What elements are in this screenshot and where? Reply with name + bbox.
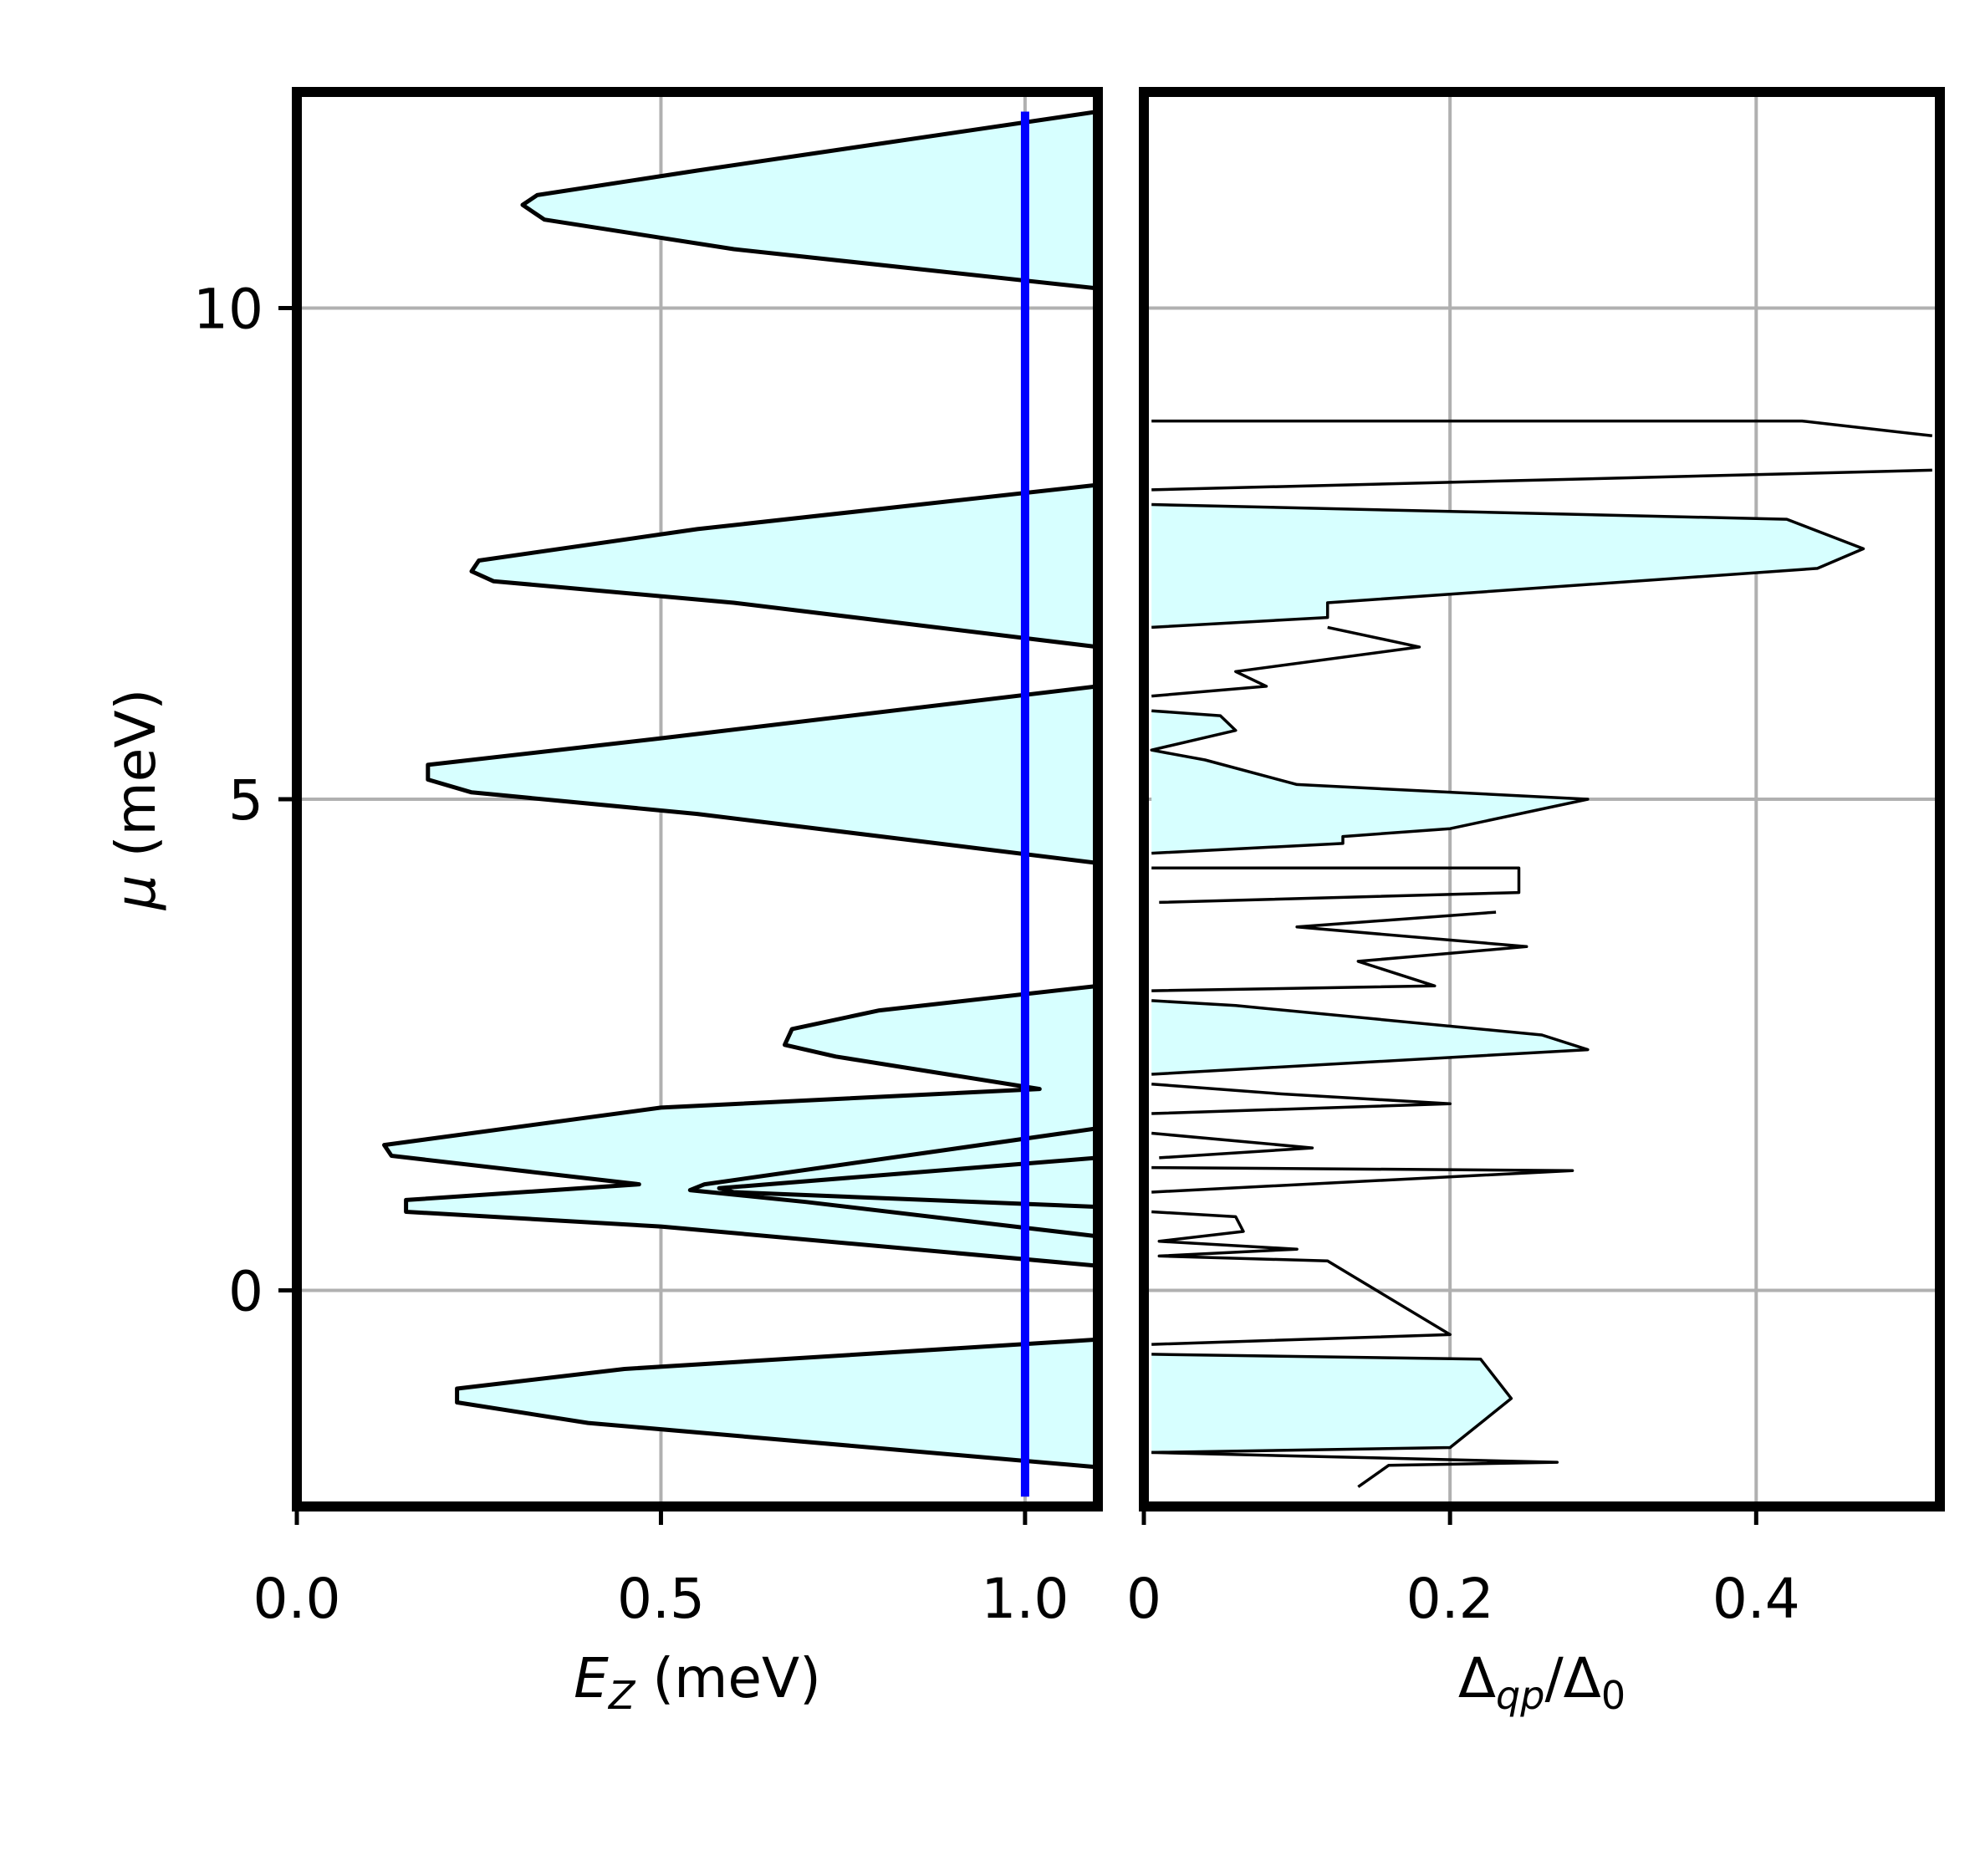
right-xtick-label-2: 0.4	[1712, 1567, 1800, 1631]
right-curve-9	[1151, 1131, 1314, 1160]
right-curve-8	[1151, 1082, 1452, 1115]
right-curve-5	[1151, 866, 1521, 905]
right-curve-6	[1151, 910, 1528, 992]
right-fill-3	[1151, 1000, 1588, 1074]
right-fill-0	[1151, 504, 1864, 628]
right-curve-0	[1151, 419, 1932, 438]
left-xtick-label-0: 0.0	[253, 1567, 341, 1631]
right-curve-11	[1151, 1210, 1452, 1346]
left-y-axis-label: μ (meV)	[104, 689, 168, 911]
right-curve-12	[1151, 1353, 1513, 1455]
right-fill-1	[1151, 711, 1236, 751]
left-x-ticks: 0.0 0.5 1.0	[253, 1506, 1069, 1631]
left-curve-3	[382, 983, 1098, 1268]
left-curve-5	[717, 1155, 1098, 1210]
right-panel-frame	[1139, 87, 1945, 1512]
left-curve-1	[469, 482, 1098, 650]
right-curve-1	[1151, 468, 1932, 492]
right-panel: 0 0.2 0.4 Δqp/Δ0	[1126, 87, 1945, 1718]
right-curve-4	[1150, 709, 1590, 855]
left-panel: 0.0 0.5 1.0 0 5 10 EZ (meV) μ (meV)	[104, 87, 1103, 1718]
left-ytick-label-2: 10	[193, 278, 263, 342]
left-curve-4	[687, 1126, 1098, 1239]
left-xtick-label-1: 0.5	[617, 1567, 705, 1631]
left-curves	[382, 110, 1098, 1470]
left-fill-2	[427, 686, 1098, 864]
right-x-axis-label: Δqp/Δ0	[1458, 1646, 1625, 1718]
left-fills	[384, 111, 1098, 1467]
right-xtick-label-0: 0	[1126, 1567, 1161, 1631]
left-fill-0	[523, 111, 1098, 288]
right-curve-2	[1151, 502, 1865, 630]
right-curves	[1150, 419, 1932, 1488]
left-curve-6	[455, 1337, 1098, 1470]
left-ytick-label-1: 5	[228, 768, 263, 833]
left-fill-1	[472, 485, 1098, 647]
right-fill-4	[1151, 1353, 1512, 1453]
right-x-ticks: 0 0.2 0.4	[1126, 1506, 1800, 1631]
right-curve-13	[1151, 1450, 1559, 1488]
left-curve-0	[520, 110, 1098, 291]
left-y-ticks: 0 5 10	[193, 278, 297, 1324]
right-xtick-label-1: 0.2	[1406, 1567, 1494, 1631]
left-x-axis-label: EZ (meV)	[574, 1646, 821, 1718]
right-curve-10	[1151, 1165, 1574, 1194]
left-curve-2	[426, 684, 1098, 865]
left-ytick-label-0: 0	[228, 1260, 263, 1324]
right-curve-3	[1151, 625, 1421, 698]
right-curve-7	[1151, 999, 1590, 1076]
left-xtick-label-2: 1.0	[981, 1567, 1069, 1631]
